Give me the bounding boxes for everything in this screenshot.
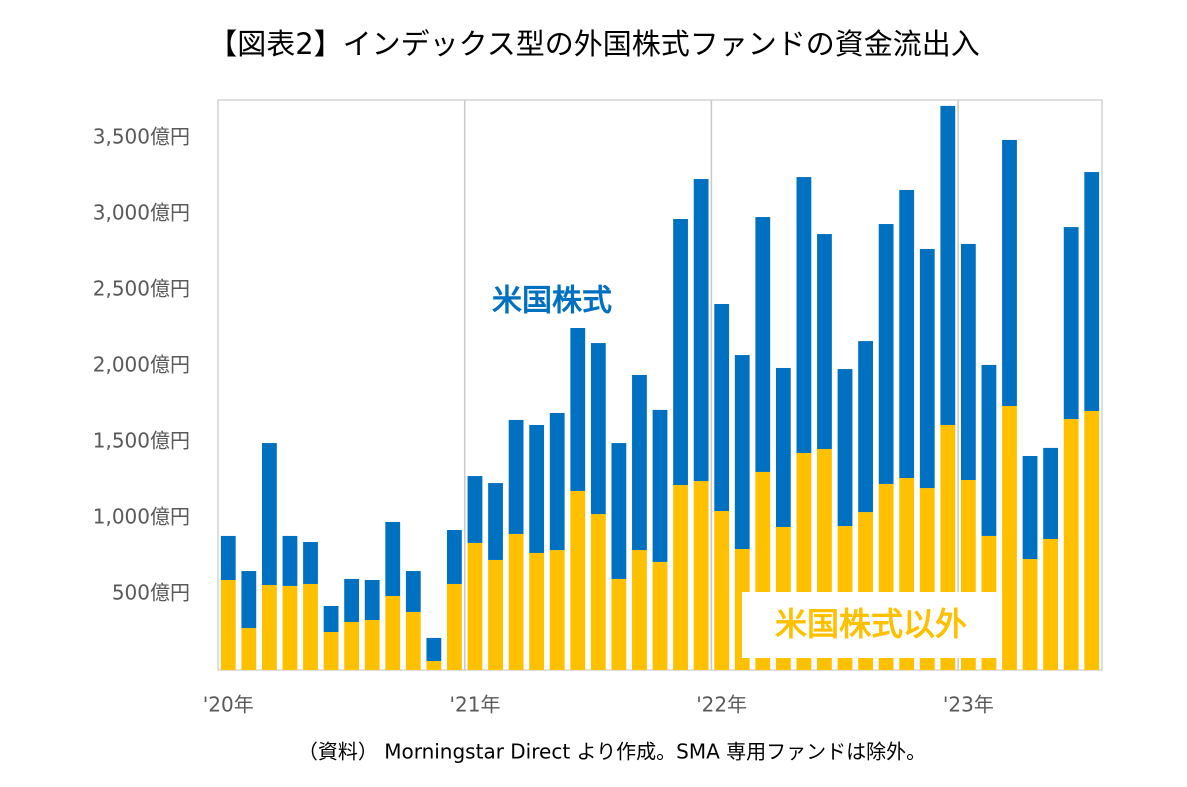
- bar-segment: [488, 559, 503, 670]
- bar-segment: [261, 585, 277, 670]
- bar-segment: [611, 578, 627, 670]
- bar-segment: [652, 561, 668, 670]
- bar-segment: [488, 483, 503, 560]
- bar-segment: [426, 637, 442, 662]
- bar-segment: [981, 364, 997, 536]
- bar-segment: [385, 595, 401, 670]
- bar-segment: [1063, 227, 1079, 420]
- x-tick-label: '20年: [203, 693, 254, 717]
- y-tick-label: 3,000億円: [93, 201, 190, 225]
- bar-segment: [817, 234, 832, 449]
- bar-segment: [385, 521, 401, 596]
- bar-segment: [734, 355, 750, 550]
- bar-segment: [364, 580, 380, 620]
- bar-segment: [220, 580, 236, 670]
- bar-segment: [673, 219, 688, 486]
- bar-segment: [632, 550, 647, 670]
- bar-segment: [447, 530, 462, 584]
- bar-segment: [261, 443, 277, 586]
- bar-segment: [303, 542, 318, 584]
- bar-segment: [447, 583, 462, 670]
- bar-segment: [590, 343, 606, 515]
- bar-segment: [323, 606, 339, 632]
- bar-segment: [405, 571, 421, 612]
- bar-segment: [1043, 447, 1059, 539]
- bar-segment: [549, 550, 565, 670]
- bar-segment: [1084, 410, 1100, 670]
- bar-segment: [1063, 419, 1079, 670]
- bar-segment: [858, 341, 873, 513]
- bar-segment: [693, 179, 709, 482]
- bar-segment: [837, 369, 853, 527]
- bar-segment: [241, 628, 257, 670]
- bar-segment: [220, 535, 236, 581]
- bar-segment: [344, 621, 360, 670]
- bar-segment: [919, 248, 935, 489]
- x-tick-label: '21年: [450, 693, 501, 717]
- bar-segment: [796, 177, 812, 453]
- bar-segment: [344, 578, 360, 622]
- bar-segment: [405, 611, 421, 670]
- bar-segment: [570, 328, 586, 491]
- bar-segment: [570, 490, 586, 670]
- bar-segment: [467, 476, 483, 543]
- bar-segment: [775, 367, 791, 527]
- y-tick-label: 500億円: [112, 581, 190, 605]
- bar-segment: [323, 632, 339, 670]
- y-tick-label: 1,500億円: [93, 429, 190, 453]
- legend-label: 米国株式以外: [775, 605, 967, 643]
- y-tick-label: 1,000億円: [93, 505, 190, 529]
- bar-segment: [1002, 405, 1017, 670]
- bar-segment: [241, 571, 257, 629]
- bar-segment: [1022, 559, 1038, 670]
- bar-segment: [1084, 172, 1100, 411]
- bar-segment: [590, 514, 606, 670]
- x-tick-label: '23年: [943, 693, 994, 717]
- bar-segment: [632, 374, 647, 551]
- bar-segment: [940, 105, 956, 425]
- bar-segment: [508, 419, 524, 534]
- y-tick-label: 3,500億円: [93, 125, 190, 149]
- bar-segment: [529, 424, 545, 553]
- bar-segment: [1043, 538, 1059, 670]
- bar-segment: [1002, 139, 1017, 406]
- bar-segment: [1022, 455, 1038, 560]
- y-tick-label: 2,000億円: [93, 353, 190, 377]
- bar-segment: [960, 243, 976, 480]
- bar-segment: [467, 542, 483, 670]
- bar-segment: [529, 552, 545, 670]
- bar-segment: [755, 217, 771, 472]
- bar-segment: [508, 533, 524, 670]
- bar-segment: [364, 619, 380, 670]
- bar-segment: [673, 485, 688, 670]
- bar-segment: [714, 511, 730, 670]
- bar-segment: [303, 583, 318, 670]
- bar-segment: [878, 224, 894, 484]
- legend-box: [742, 592, 1000, 658]
- bar-segment: [714, 303, 730, 512]
- legend-label: 米国株式: [492, 284, 612, 319]
- source-note: （資料） Morningstar Direct より作成。SMA 専用ファンドは…: [298, 740, 926, 764]
- bar-segment: [282, 585, 298, 670]
- bar-segment: [899, 189, 915, 479]
- bar-segment: [282, 535, 298, 586]
- x-tick-label: '22年: [696, 693, 747, 717]
- bar-segment: [611, 443, 627, 579]
- chart-title: 【図表2】インデックス型の外国株式ファンドの資金流出入: [208, 27, 980, 61]
- bar-segment: [693, 481, 709, 670]
- y-tick-label: 2,500億円: [93, 277, 190, 301]
- bar-segment: [549, 412, 565, 551]
- bar-segment: [652, 409, 668, 562]
- bar-segment: [426, 661, 442, 670]
